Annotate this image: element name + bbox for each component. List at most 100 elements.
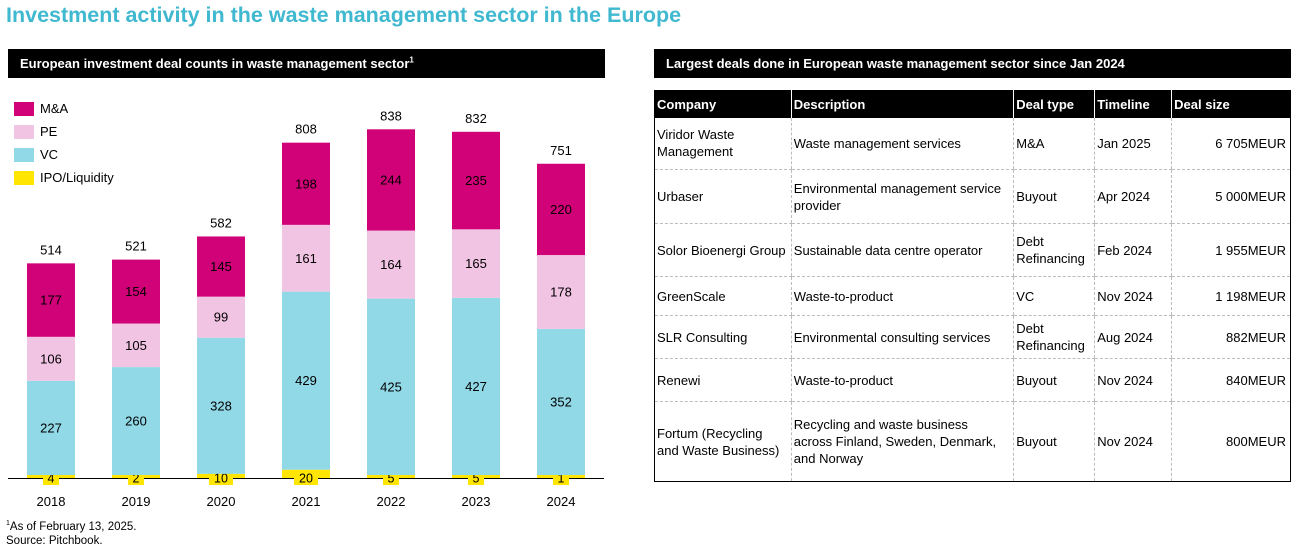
chart-header-footnote-marker: 1	[409, 55, 414, 65]
total-label-2023: 832	[465, 111, 487, 126]
data-label-vc-2021: 429	[295, 373, 317, 388]
bar-segment-manda-2023	[452, 131, 500, 230]
bar-segment-vc-2021	[282, 291, 330, 470]
data-label-vc-2022: 425	[380, 379, 402, 394]
data-label-ipo-liquidity-2024: 1	[558, 472, 565, 486]
ipo-label-box-2020	[209, 471, 233, 485]
bar-segment-pe-2020	[197, 296, 245, 338]
bar-group-2022: 5 425 164 244 838 2022	[367, 108, 415, 509]
table-panel-header: Largest deals done in European waste man…	[654, 49, 1291, 78]
cell-description: Sustainable data centre operator	[790, 223, 1014, 277]
cell-deal-size: 800MEUR	[1171, 401, 1291, 482]
cell-deal-type: Buyout	[1013, 358, 1095, 402]
cell-company: Renewi	[654, 358, 792, 402]
legend-swatch-ipo-liquidity	[14, 170, 34, 185]
total-label-2024: 751	[550, 143, 572, 158]
cell-timeline: Nov 2024	[1094, 358, 1172, 402]
cell-company: SLR Consulting	[654, 315, 792, 359]
cell-description: Waste management services	[790, 117, 1014, 170]
bar-group-2019: 2 260 105 154 521 2019	[112, 239, 160, 509]
cell-deal-type: M&A	[1013, 117, 1095, 170]
total-label-2022: 838	[380, 108, 402, 123]
cell-deal-type: Debt Refinancing	[1013, 315, 1095, 359]
bar-segment-pe-2021	[282, 224, 330, 292]
bar-segment-pe-2022	[367, 230, 415, 299]
data-label-pe-2018: 106	[40, 351, 62, 366]
legend-swatch-vc	[14, 147, 34, 162]
data-label-manda-2019: 154	[125, 284, 147, 299]
data-label-pe-2021: 161	[295, 251, 317, 266]
cell-deal-type: Buyout	[1013, 401, 1095, 482]
bar-segment-vc-2022	[367, 298, 415, 475]
table-row: GreenScale Waste-to-product VC Nov 2024 …	[654, 276, 1291, 316]
column-header-description: Description	[790, 90, 1014, 118]
cell-timeline: Jan 2025	[1094, 117, 1172, 170]
x-tick-label-2023: 2023	[462, 494, 491, 509]
total-label-2019: 521	[125, 239, 147, 254]
bar-segment-vc-2019	[112, 367, 160, 475]
column-header-timeline: Timeline	[1094, 90, 1172, 118]
table-header-row: Company Description Deal type Timeline D…	[654, 90, 1291, 118]
footnote-note-text: As of February 13, 2025.	[9, 520, 137, 533]
legend-label-manda: M&A	[40, 101, 69, 116]
bar-segment-manda-2021	[282, 142, 330, 225]
chart-panel-header-text: European investment deal counts in waste…	[20, 56, 410, 71]
data-label-manda-2022: 244	[380, 172, 402, 187]
data-label-vc-2023: 427	[465, 379, 487, 394]
x-tick-label-2020: 2020	[207, 494, 236, 509]
data-label-manda-2018: 177	[40, 293, 62, 308]
cell-timeline: Nov 2024	[1094, 276, 1172, 316]
bar-segment-pe-2018	[27, 336, 75, 381]
cell-deal-size: 5 000MEUR	[1171, 169, 1291, 224]
data-label-vc-2019: 260	[125, 414, 147, 429]
x-tick-label-2019: 2019	[122, 494, 151, 509]
cell-timeline: Apr 2024	[1094, 169, 1172, 224]
data-label-pe-2024: 178	[550, 284, 572, 299]
x-tick-label-2022: 2022	[377, 494, 406, 509]
legend-item-manda: M&A	[14, 97, 114, 120]
bar-segment-manda-2024	[537, 163, 585, 256]
bar-segment-manda-2020	[197, 236, 245, 297]
footnote: 1As of February 13, 2025. Source: Pitchb…	[6, 517, 136, 546]
ipo-label-box-2021	[294, 471, 318, 485]
footnote-note: 1As of February 13, 2025.	[6, 517, 136, 534]
cell-deal-type: Buyout	[1013, 169, 1095, 224]
legend-label-pe: PE	[40, 124, 58, 139]
cell-company: Fortum (Recycling and Waste Business)	[657, 425, 780, 458]
data-label-manda-2024: 220	[550, 202, 572, 217]
bar-segment-vc-2020	[197, 337, 245, 474]
data-label-ipo-liquidity-2023: 5	[473, 472, 480, 486]
data-label-ipo-liquidity-2022: 5	[388, 472, 395, 486]
data-label-vc-2018: 227	[40, 420, 62, 435]
cell-deal-size: 1 198MEUR	[1171, 276, 1291, 316]
cell-deal-size: 1 955MEUR	[1171, 223, 1291, 277]
data-label-manda-2020: 145	[210, 259, 232, 274]
chart-panel-header: European investment deal counts in waste…	[8, 49, 605, 78]
cell-company: Solor Bioenergi Group	[654, 223, 792, 277]
page-title: Investment activity in the waste managem…	[6, 3, 682, 27]
legend-item-vc: VC	[14, 143, 114, 166]
x-tick-label-2018: 2018	[37, 494, 66, 509]
data-label-vc-2024: 352	[550, 394, 572, 409]
table-row: SLR Consulting Environmental consulting …	[654, 315, 1291, 359]
data-label-pe-2022: 164	[380, 257, 402, 272]
table-row: Viridor Waste Management Waste managemen…	[654, 117, 1291, 170]
bar-segment-pe-2019	[112, 323, 160, 368]
bar-group-2020: 10 328 99 145 582 2020	[197, 215, 245, 509]
cell-deal-size: 6 705MEUR	[1171, 117, 1291, 170]
total-label-2021: 808	[295, 122, 317, 137]
data-label-pe-2020: 99	[214, 310, 228, 325]
x-tick-label-2021: 2021	[292, 494, 321, 509]
cell-description: Environmental consulting services	[790, 315, 1014, 359]
bar-group-2023: 5 427 165 235 832 2023	[452, 111, 500, 509]
cell-company: Viridor Waste Management	[654, 117, 792, 170]
chart-legend: M&A PE VC IPO/Liquidity	[14, 97, 114, 189]
cell-deal-type: Debt Refinancing	[1013, 223, 1095, 277]
cell-description: Environmental management service provide…	[790, 169, 1014, 224]
data-label-ipo-liquidity-2018: 4	[48, 472, 55, 486]
legend-swatch-pe	[14, 124, 34, 139]
legend-item-ipo-liquidity: IPO/Liquidity	[14, 166, 114, 189]
bar-segment-manda-2019	[112, 259, 160, 324]
bar-segment-pe-2024	[537, 255, 585, 329]
table-row: Renewi Waste-to-product Buyout Nov 2024 …	[654, 358, 1291, 402]
